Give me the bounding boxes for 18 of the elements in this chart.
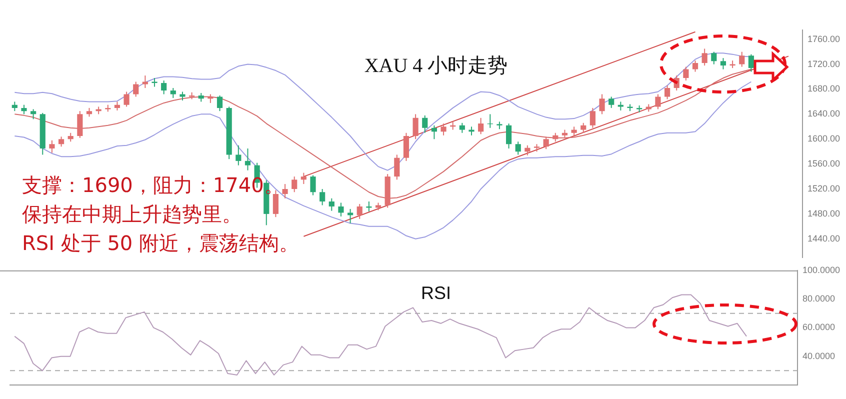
- y-tick-label: 1520.00: [807, 183, 840, 194]
- text: RSI: [420, 283, 452, 304]
- y-tick-label: 1440.00: [807, 233, 840, 244]
- y-tick-label: 1560.00: [807, 158, 840, 169]
- y-tick-label: 80.0000: [802, 294, 836, 304]
- y-tick-label: 1640.00: [807, 108, 840, 119]
- annotation: 支撑：1690，阻力：1740。: [22, 172, 284, 199]
- annotation: 保持在中期上升趋势里。: [22, 201, 242, 228]
- y-tick-label: 40.0000: [802, 350, 836, 361]
- text: XAU 4 小时走势: [364, 54, 508, 79]
- y-tick-label: 1760.00: [807, 34, 840, 44]
- y-tick-label: 1480.00: [807, 208, 840, 218]
- annotation: RSI 处于 50 附近，震荡结构。: [22, 230, 300, 257]
- y-tick-label: 1680.00: [807, 84, 840, 94]
- y-tick-label: 1720.00: [807, 58, 840, 69]
- y-tick-label: 1600.00: [807, 134, 840, 144]
- y-tick-label: 60.0000: [802, 322, 836, 332]
- y-tick-label: 100.0000: [802, 264, 840, 275]
